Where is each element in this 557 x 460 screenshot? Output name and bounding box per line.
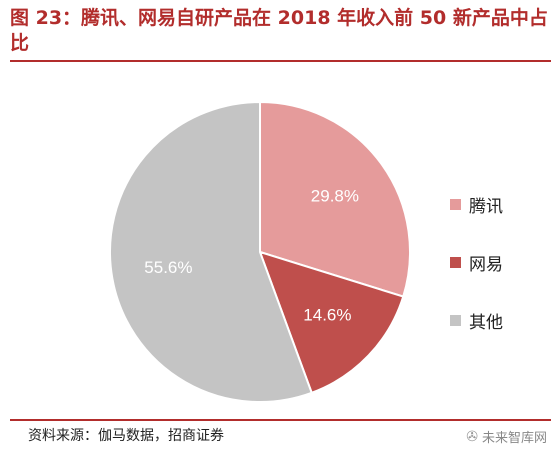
legend-item-netease: 网易 xyxy=(450,248,503,276)
chart-title: 图 23：腾讯、网易自研产品在 2018 年收入前 50 新产品中占比 xyxy=(10,7,548,54)
legend-item-tencent: 腾讯 xyxy=(450,190,503,218)
title-divider xyxy=(10,60,551,62)
chart-legend: 腾讯 网易 其他 xyxy=(450,190,503,334)
legend-label-netease: 网易 xyxy=(469,254,503,275)
legend-swatch-netease xyxy=(450,256,461,268)
watermark-text: 未来智库网 xyxy=(481,431,547,446)
wechat-icon: ✇ xyxy=(466,428,478,445)
data-label-tencent: 29.8% xyxy=(311,186,359,205)
data-label-other: 55.6% xyxy=(144,258,192,277)
pie-slice-tencent xyxy=(259,100,411,298)
data-label-netease: 14.6% xyxy=(303,306,351,325)
pie-slice-netease xyxy=(258,250,405,395)
legend-label-tencent: 腾讯 xyxy=(469,196,503,217)
legend-swatch-tencent xyxy=(450,198,461,210)
source-divider xyxy=(10,419,551,421)
watermark: ✇ 未来智库网 xyxy=(466,427,547,447)
legend-label-other: 其他 xyxy=(469,312,503,333)
source-note: 资料来源：伽马数据，招商证券 xyxy=(28,428,224,444)
pie-slice-other xyxy=(109,100,313,403)
legend-swatch-other xyxy=(450,314,461,326)
legend-item-other: 其他 xyxy=(450,306,503,334)
